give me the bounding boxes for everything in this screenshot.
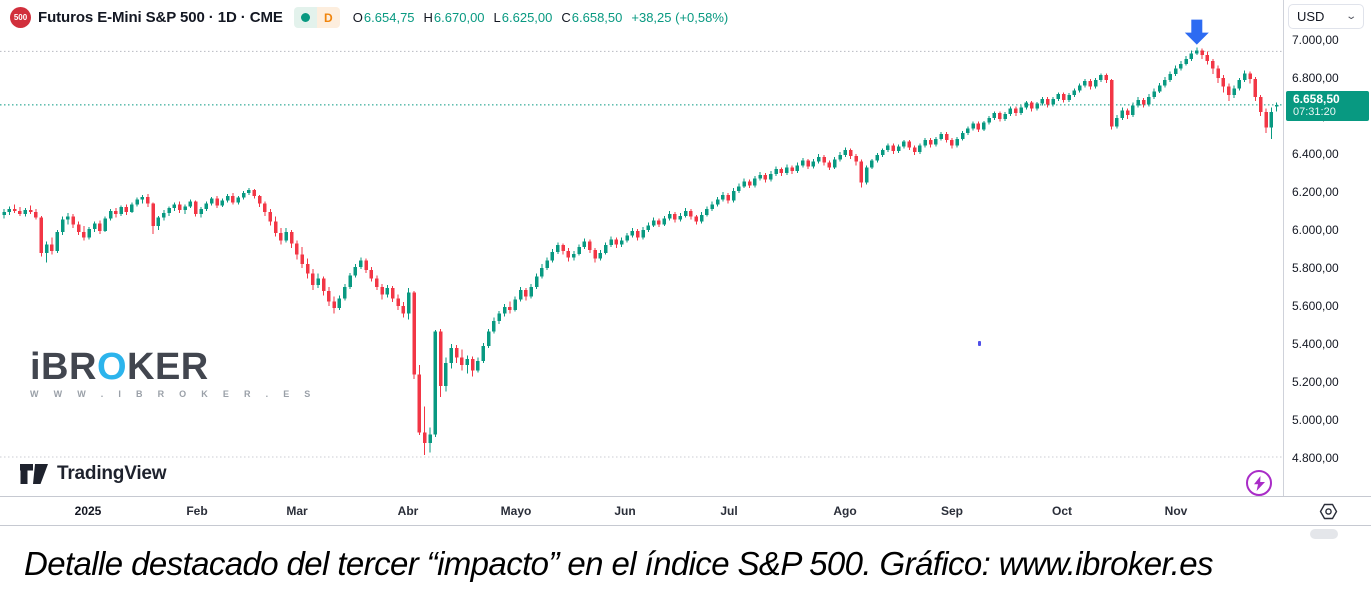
chevron-down-icon: ⌄ [1344,11,1357,22]
change-value: +38,25 (+0,58%) [631,10,729,25]
ibroker-watermark: iBROKER W W W . I B R O K E R . E S [30,348,317,399]
time-tick-label: 2025 [74,504,102,518]
last-price: 6.658,50 [1293,91,1340,106]
lightning-icon [1253,475,1265,491]
price-tick-label: 4.800,00 [1292,451,1339,465]
chart-header: 500 Futuros E-Mini S&P 500 · 1D · CME D … [10,7,728,28]
price-tick-label: 6.400,00 [1292,147,1339,161]
interval-chip[interactable]: D [316,7,340,28]
ohlc-readout: O6.654,75 H6.670,00 L6.625,00 C6.658,50 … [353,10,728,25]
time-axis[interactable]: 2025 Feb Mar Abr Mayo Jun Jul Ago Sep Oct Nov [0,496,1285,526]
candles-group [2,47,1279,455]
market-status-chip[interactable] [293,7,317,28]
candlestick-chart[interactable] [0,0,1284,496]
time-tick-label: Feb [186,504,208,518]
ibroker-logo: iBROKER [30,346,209,388]
ibroker-o-icon: O [96,346,128,388]
low-value: L6.625,00 [493,10,553,25]
ibroker-url: W W W . I B R O K E R . E S [30,389,317,399]
symbol-title[interactable]: Futuros E-Mini S&P 500 · 1D · CME [38,9,283,26]
price-tick-label: 6.000,00 [1292,223,1339,237]
currency-label: USD [1297,9,1325,24]
price-tick-label: 5.400,00 [1292,337,1339,351]
time-tick-label: Mar [286,504,308,518]
price-tick-label: 5.600,00 [1292,299,1339,313]
time-tick-label: Jun [614,504,636,518]
price-tick-label: 7.000,00 [1292,33,1339,47]
high-value: H6.670,00 [423,10,485,25]
scroll-nub[interactable] [1310,529,1338,539]
interval-label: D [323,10,333,25]
price-tick-label: 5.000,00 [1292,413,1339,427]
caption: Detalle destacado del tercer “impacto” e… [24,545,1214,582]
bar-countdown: 07:31:20 [1293,105,1336,118]
last-price-badge: 6.658,50 07:31:20 [1286,90,1369,121]
time-tick-label: Oct [1051,504,1073,518]
time-tick-label: Ago [833,504,857,518]
tradingview-widget: 500 Futuros E-Mini S&P 500 · 1D · CME D … [0,0,1371,539]
gear-icon[interactable] [1319,503,1338,520]
price-tick-label: 5.200,00 [1292,375,1339,389]
instant-order-button[interactable] [1246,470,1272,496]
status-badges: D [293,7,340,28]
sp500-logo-icon: 500 [10,7,31,28]
blue-dot-mark [978,341,981,346]
open-value: O6.654,75 [352,10,415,25]
price-tick-label: 6.200,00 [1292,185,1339,199]
close-value: C6.658,50 [561,10,623,25]
tradingview-wordmark: TradingView [57,463,167,484]
time-tick-label: Mayo [500,504,532,518]
market-open-dot-icon [300,13,310,22]
axis-settings-corner [1285,496,1371,526]
price-tick-label: 5.800,00 [1292,261,1339,275]
time-tick-label: Abr [397,504,419,518]
time-tick-label: Nov [1164,504,1188,518]
impact-arrow-icon[interactable] [1184,19,1209,45]
price-axis[interactable]: USD ⌄ 7.000,006.800,006.600,006.400,006.… [1285,0,1371,496]
currency-selector[interactable]: USD ⌄ [1288,4,1364,29]
chart-pane[interactable]: 500 Futuros E-Mini S&P 500 · 1D · CME D … [0,0,1284,496]
price-tick-label: 6.800,00 [1292,71,1339,85]
time-tick-label: Jul [720,504,738,518]
tradingview-logo[interactable]: TradingView [20,463,167,485]
tradingview-glyph-icon [20,463,48,484]
time-tick-label: Sep [940,504,964,518]
